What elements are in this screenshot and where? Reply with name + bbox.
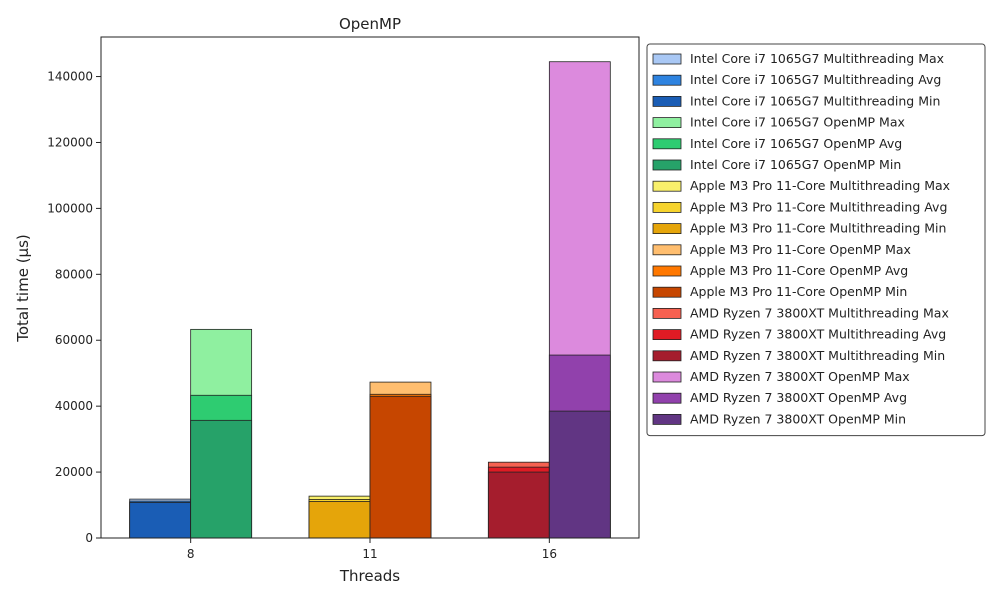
legend-swatch — [652, 180, 682, 192]
bar-intel-core-i7-1065g7-multithreading-min — [129, 502, 192, 539]
legend-label: Intel Core i7 1065G7 Multithreading Max — [690, 51, 944, 66]
plot-area-frame — [100, 36, 640, 539]
chart-title: OpenMP — [339, 15, 401, 33]
legend-label: Apple M3 Pro 11-Core Multithreading Max — [690, 178, 950, 193]
legend-swatch — [652, 307, 682, 319]
legend-label: Apple M3 Pro 11-Core OpenMP Avg — [690, 263, 908, 278]
legend-label: AMD Ryzen 7 3800XT OpenMP Min — [690, 411, 906, 426]
legend-label: Apple M3 Pro 11-Core OpenMP Max — [690, 242, 911, 257]
y-axis-label: Total time (µs) — [14, 234, 32, 343]
legend-swatch — [652, 96, 682, 107]
legend-label: AMD Ryzen 7 3800XT Multithreading Max — [690, 305, 949, 320]
legend-swatch — [652, 159, 682, 171]
legend-swatch — [652, 74, 682, 86]
legend-label: Intel Core i7 1065G7 OpenMP Avg — [690, 136, 902, 151]
y-tick-label: 120000 — [47, 135, 93, 149]
x-tick-label: 16 — [542, 547, 557, 561]
legend-label: Intel Core i7 1065G7 Multithreading Avg — [690, 72, 941, 87]
legend-frame — [646, 43, 986, 437]
y-tick-label: 80000 — [55, 267, 93, 281]
y-tick-label: 20000 — [55, 465, 93, 479]
legend-swatch — [652, 117, 682, 128]
y-tick-label: 40000 — [55, 399, 93, 413]
bars-group — [129, 61, 611, 539]
legend-label: Intel Core i7 1065G7 Multithreading Min — [690, 93, 940, 108]
bar-apple-m3-pro-11-core-openmp-min — [369, 395, 432, 539]
legend-label: Apple M3 Pro 11-Core OpenMP Min — [690, 284, 907, 299]
x-tick-label: 11 — [362, 547, 377, 561]
y-tick-label: 60000 — [55, 333, 93, 347]
y-tick-label: 140000 — [47, 70, 93, 84]
legend-swatch — [652, 286, 682, 298]
bar-apple-m3-pro-11-core-multithreading-min — [308, 501, 371, 539]
legend-swatch — [652, 244, 682, 256]
legend-swatch — [652, 53, 682, 65]
legend-label: Apple M3 Pro 11-Core Multithreading Min — [690, 221, 946, 236]
legend-swatch — [652, 350, 682, 362]
legend-swatch — [652, 223, 682, 235]
x-axis-ticks: 8 11 16 — [187, 538, 557, 561]
legend-swatch — [652, 413, 682, 425]
legend-swatch — [652, 138, 682, 150]
legend: Intel Core i7 1065G7 Multithreading Max I… — [646, 43, 986, 437]
legend-swatch — [652, 329, 682, 341]
legend-swatch — [652, 265, 682, 277]
legend-swatch — [652, 392, 682, 404]
legend-label: AMD Ryzen 7 3800XT Multithreading Avg — [690, 327, 946, 342]
x-tick-label: 8 — [187, 547, 195, 561]
y-tick-label: 0 — [85, 531, 93, 545]
legend-label: Intel Core i7 1065G7 OpenMP Min — [690, 157, 901, 172]
legend-label: Apple M3 Pro 11-Core Multithreading Avg — [690, 199, 947, 214]
x-axis-label: Threads — [339, 567, 400, 585]
y-axis-ticks: 0 20000 40000 60000 80000 100000 120000 140000 — [47, 70, 101, 545]
y-tick-label: 100000 — [47, 201, 93, 215]
bar-amd-ryzen-7-3800xt-multithreading-min — [487, 471, 550, 539]
bar-intel-core-i7-1065g7-openmp-min — [190, 419, 253, 539]
legend-label: AMD Ryzen 7 3800XT OpenMP Max — [690, 369, 910, 384]
legend-swatch — [652, 371, 682, 383]
legend-swatch — [652, 201, 682, 213]
bar-amd-ryzen-7-3800xt-openmp-min — [548, 410, 611, 539]
legend-label: AMD Ryzen 7 3800XT Multithreading Min — [690, 348, 945, 363]
legend-label: AMD Ryzen 7 3800XT OpenMP Avg — [690, 390, 907, 405]
legend-label: Intel Core i7 1065G7 OpenMP Max — [690, 115, 905, 130]
